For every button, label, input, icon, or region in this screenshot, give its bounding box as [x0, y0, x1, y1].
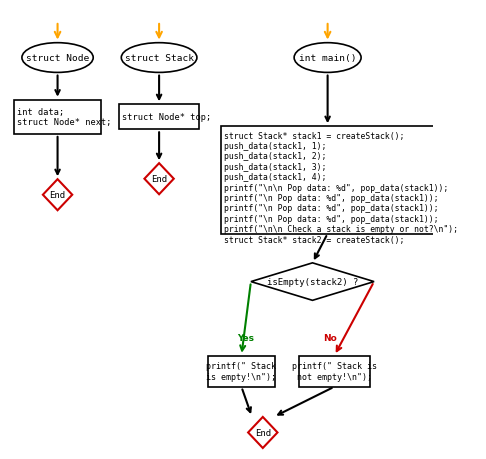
Text: printf(" Stack is
not empty!\n");: printf(" Stack is not empty!\n"); — [292, 362, 377, 381]
Polygon shape — [43, 180, 72, 211]
Text: struct Node* top;: struct Node* top; — [122, 113, 211, 122]
FancyBboxPatch shape — [221, 127, 434, 234]
Text: struct Stack: struct Stack — [124, 54, 193, 63]
Ellipse shape — [122, 44, 197, 73]
Text: struct Node: struct Node — [26, 54, 89, 63]
Text: End: End — [50, 191, 66, 200]
FancyBboxPatch shape — [119, 105, 199, 130]
Text: End: End — [255, 428, 271, 437]
Text: End: End — [151, 175, 167, 184]
FancyBboxPatch shape — [15, 101, 101, 134]
Polygon shape — [251, 263, 374, 301]
Text: int data;
struct Node* next;: int data; struct Node* next; — [17, 108, 112, 127]
Text: No: No — [323, 333, 337, 342]
Ellipse shape — [22, 44, 93, 73]
Text: Yes: Yes — [237, 333, 254, 342]
Ellipse shape — [294, 44, 361, 73]
FancyBboxPatch shape — [208, 356, 275, 387]
FancyBboxPatch shape — [299, 356, 370, 387]
Text: printf(" Stack
is empty!\n");: printf(" Stack is empty!\n"); — [207, 362, 277, 381]
Text: isEmpty(stack2) ?: isEmpty(stack2) ? — [267, 278, 358, 286]
Text: int main(): int main() — [299, 54, 356, 63]
Polygon shape — [248, 417, 278, 448]
Text: struct Stack* stack1 = createStack();
push_data(stack1, 1);
push_data(stack1, 2): struct Stack* stack1 = createStack(); pu… — [224, 131, 458, 244]
Polygon shape — [144, 164, 174, 195]
